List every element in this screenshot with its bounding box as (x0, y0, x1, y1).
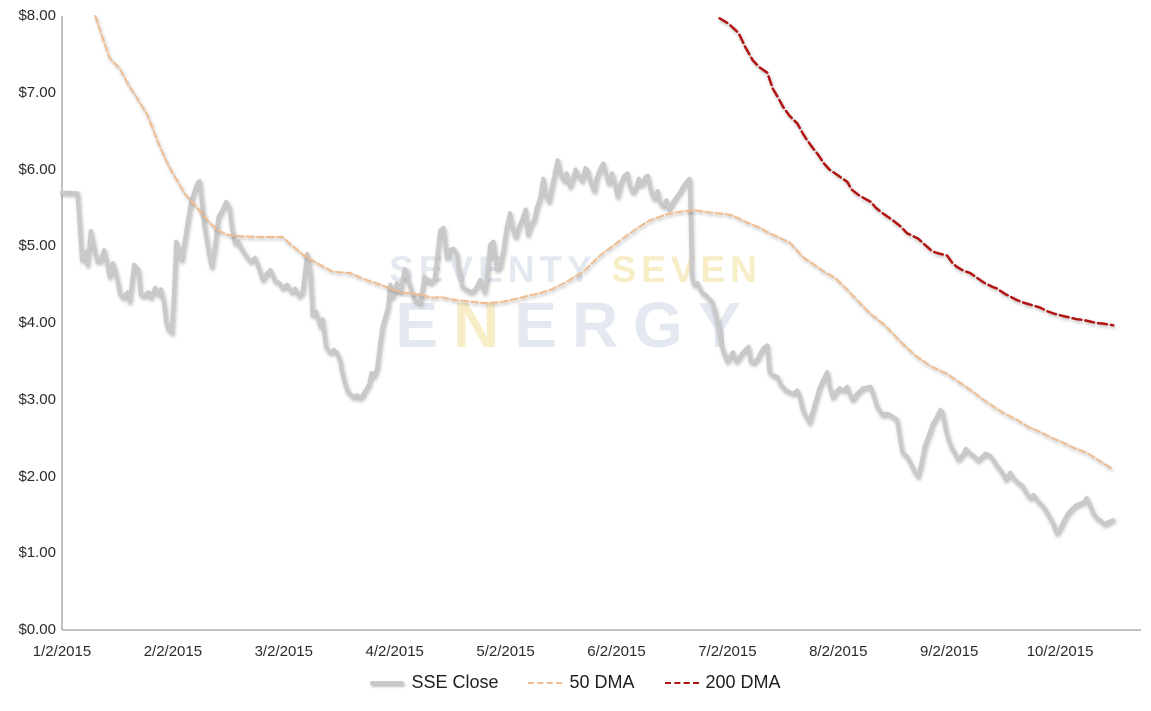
legend-label-200-dma: 200 DMA (705, 672, 781, 692)
y-tick-label: $6.00 (18, 160, 56, 178)
x-tick-label: 8/2/2015 (809, 643, 868, 660)
x-tick-label: 10/2/2015 (1026, 643, 1094, 660)
series-line-200-dma (718, 17, 1115, 327)
y-tick-label: $1.00 (18, 544, 56, 562)
legend-swatch-50-dma (528, 681, 563, 684)
watermark-energy-rest: ERGY (514, 288, 756, 361)
legend-item-200-dma: 200 DMA (664, 672, 781, 693)
y-tick-label: $5.00 (18, 237, 56, 255)
x-tick-label: 9/2/2015 (919, 643, 979, 660)
legend-item-sse-close: SSE Close (370, 672, 498, 693)
x-tick-label: 1/2/2015 (32, 643, 92, 660)
x-tick-label: 5/2/2015 (476, 643, 535, 660)
watermark-word-seven: SEVEN (596, 249, 762, 290)
series-line-sse-close (60, 158, 1116, 536)
legend-label-50-dma: 50 DMA (569, 672, 635, 692)
y-tick-label: $0.00 (18, 621, 56, 638)
x-tick-label: 7/2/2015 (698, 643, 757, 660)
chart-legend: SSE Close 50 DMA 200 DMA (0, 672, 1151, 693)
legend-item-50-dma: 50 DMA (528, 672, 635, 693)
x-tick-label: 3/2/2015 (254, 643, 313, 660)
legend-label-sse-close: SSE Close (411, 672, 499, 692)
y-tick-label: $8.00 (18, 7, 56, 24)
y-tick-label: $4.00 (18, 314, 56, 331)
legend-swatch-200-dma (664, 681, 699, 684)
y-tick-label: $2.00 (18, 467, 56, 485)
x-tick-label: 6/2/2015 (587, 643, 646, 660)
series-line-50-dma (94, 15, 1114, 470)
axes (61, 16, 1141, 631)
y-tick-label: $7.00 (18, 83, 56, 101)
legend-swatch-sse-close (370, 680, 405, 685)
y-tick-label: $3.00 (18, 390, 56, 408)
x-tick-label: 2/2/2015 (143, 643, 203, 660)
x-tick-label: 4/2/2015 (365, 643, 424, 660)
